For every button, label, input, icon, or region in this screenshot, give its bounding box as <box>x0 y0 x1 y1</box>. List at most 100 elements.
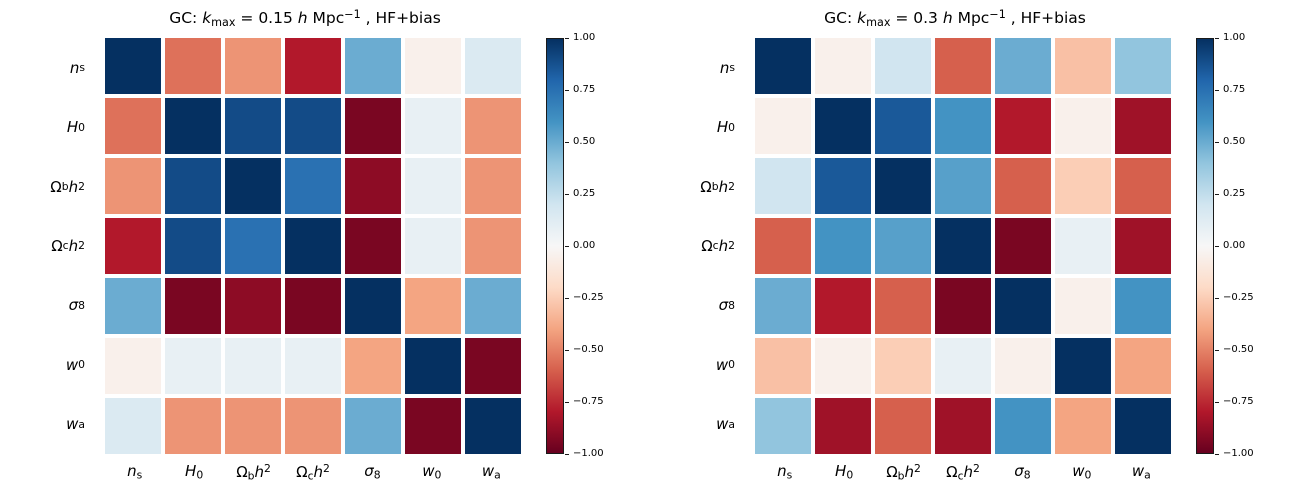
heatmap-cell <box>935 218 991 274</box>
heatmap-cell <box>935 158 991 214</box>
x-axis-label: Ωbh2 <box>236 462 271 483</box>
colorbar-tick: −0.50 <box>1215 344 1254 356</box>
colorbar-tick: 0.00 <box>565 240 595 252</box>
colorbar-tickmark <box>565 193 569 195</box>
heatmap-cell <box>935 338 991 394</box>
heatmap-cell <box>935 38 991 94</box>
colorbar-tick-label: 0.50 <box>1223 136 1246 147</box>
heatmap-cell <box>165 98 221 154</box>
colorbar-tick-label: −0.75 <box>573 396 604 407</box>
colorbar-tick: −0.25 <box>565 292 604 304</box>
colorbar-tickmark <box>1215 453 1219 455</box>
heatmap-cell <box>935 398 991 454</box>
heatmap-cell <box>405 278 461 334</box>
heatmap-cell <box>345 338 401 394</box>
heatmap-cell <box>225 398 281 454</box>
colorbar <box>546 38 564 454</box>
heatmap-cell <box>1055 338 1111 394</box>
heatmap-cell <box>345 218 401 274</box>
heatmap-cell <box>105 158 161 214</box>
heatmap-cell <box>1115 38 1171 94</box>
heatmap-cell <box>285 158 341 214</box>
heatmap-cell <box>755 398 811 454</box>
colorbar-tickmark <box>565 349 569 351</box>
colorbar-tick-label: 0.00 <box>1223 240 1246 251</box>
colorbar-tickmark <box>1215 245 1219 247</box>
x-axis-label: Ωbh2 <box>886 462 921 483</box>
chart-title-right: GC: kmax = 0.3 h Mpc−1 , HF+bias <box>824 8 1086 29</box>
heatmap-cell <box>285 218 341 274</box>
heatmap-cell <box>755 98 811 154</box>
x-axis-label: wa <box>481 462 501 482</box>
colorbar-tick-label: 1.00 <box>573 32 596 43</box>
colorbar-tick-label: −0.75 <box>1223 396 1254 407</box>
heatmap-cell <box>815 38 871 94</box>
heatmap-cell <box>225 218 281 274</box>
colorbar-tick: 0.75 <box>565 84 595 96</box>
x-axis-label: Ωch2 <box>296 462 330 483</box>
heatmap-cell <box>165 338 221 394</box>
heatmap-cell <box>405 338 461 394</box>
heatmap-cell <box>465 278 521 334</box>
heatmap-cell <box>105 38 161 94</box>
heatmap-cell <box>105 398 161 454</box>
heatmap-cell <box>995 158 1051 214</box>
heatmap-cell <box>1115 218 1171 274</box>
colorbar-tick: 0.50 <box>565 136 595 148</box>
colorbar-tick-label: −0.50 <box>1223 344 1254 355</box>
colorbar-tick: 1.00 <box>1215 32 1245 44</box>
colorbar-tick-label: −1.00 <box>573 448 604 459</box>
heatmap-cell <box>345 158 401 214</box>
colorbar-tickmark <box>565 297 569 299</box>
colorbar-tickmark <box>1215 297 1219 299</box>
heatmap-cell <box>165 218 221 274</box>
colorbar-ticks: 1.00 0.75 0.50 0.25 0.00 −0.25 −0.50 −0.75 −1.00 <box>1215 32 1285 459</box>
heatmap-cell <box>165 158 221 214</box>
heatmap-cell <box>285 278 341 334</box>
x-axis-label: σ8 <box>364 462 381 482</box>
heatmap-cell <box>875 38 931 94</box>
colorbar-tick: −1.00 <box>1215 448 1254 460</box>
heatmap-cell <box>345 398 401 454</box>
heatmap-cell <box>995 98 1051 154</box>
colorbar-tick: 0.25 <box>1215 188 1245 200</box>
heatmap-cell <box>1115 158 1171 214</box>
heatmap-cell <box>345 38 401 94</box>
colorbar-tick: −0.25 <box>1215 292 1254 304</box>
colorbar-tick-label: 0.00 <box>573 240 596 251</box>
x-axis-label: w0 <box>422 462 442 482</box>
heatmap-cell <box>935 278 991 334</box>
heatmap-cell <box>405 218 461 274</box>
heatmap-cell <box>815 338 871 394</box>
heatmap-cell <box>165 38 221 94</box>
colorbar-tickmark <box>1215 141 1219 143</box>
colorbar-tick-label: 0.75 <box>1223 84 1246 95</box>
colorbar-tickmark <box>565 453 569 455</box>
colorbar-tickmark <box>565 141 569 143</box>
heatmap-cell <box>875 398 931 454</box>
heatmap-cell <box>815 218 871 274</box>
heatmap-cell <box>105 278 161 334</box>
heatmap-cell <box>935 98 991 154</box>
colorbar-tick-label: −0.50 <box>573 344 604 355</box>
heatmap-cell <box>225 338 281 394</box>
colorbar-tick: 0.75 <box>1215 84 1245 96</box>
heatmap-cell <box>815 98 871 154</box>
x-axis-labels: ns H0 Ωbh2 Ωch2 σ8 w0 wa <box>105 457 521 487</box>
heatmap-cell <box>465 218 521 274</box>
heatmap-cell <box>465 398 521 454</box>
colorbar-tickmark <box>565 245 569 247</box>
heatmap-cell <box>1055 398 1111 454</box>
colorbar-tickmark <box>1215 89 1219 91</box>
x-axis-labels: ns H0 Ωbh2 Ωch2 σ8 w0 wa <box>755 457 1171 487</box>
correlation-heatmap <box>105 38 521 454</box>
colorbar-tick: −0.75 <box>565 396 604 408</box>
heatmap-cell <box>995 338 1051 394</box>
